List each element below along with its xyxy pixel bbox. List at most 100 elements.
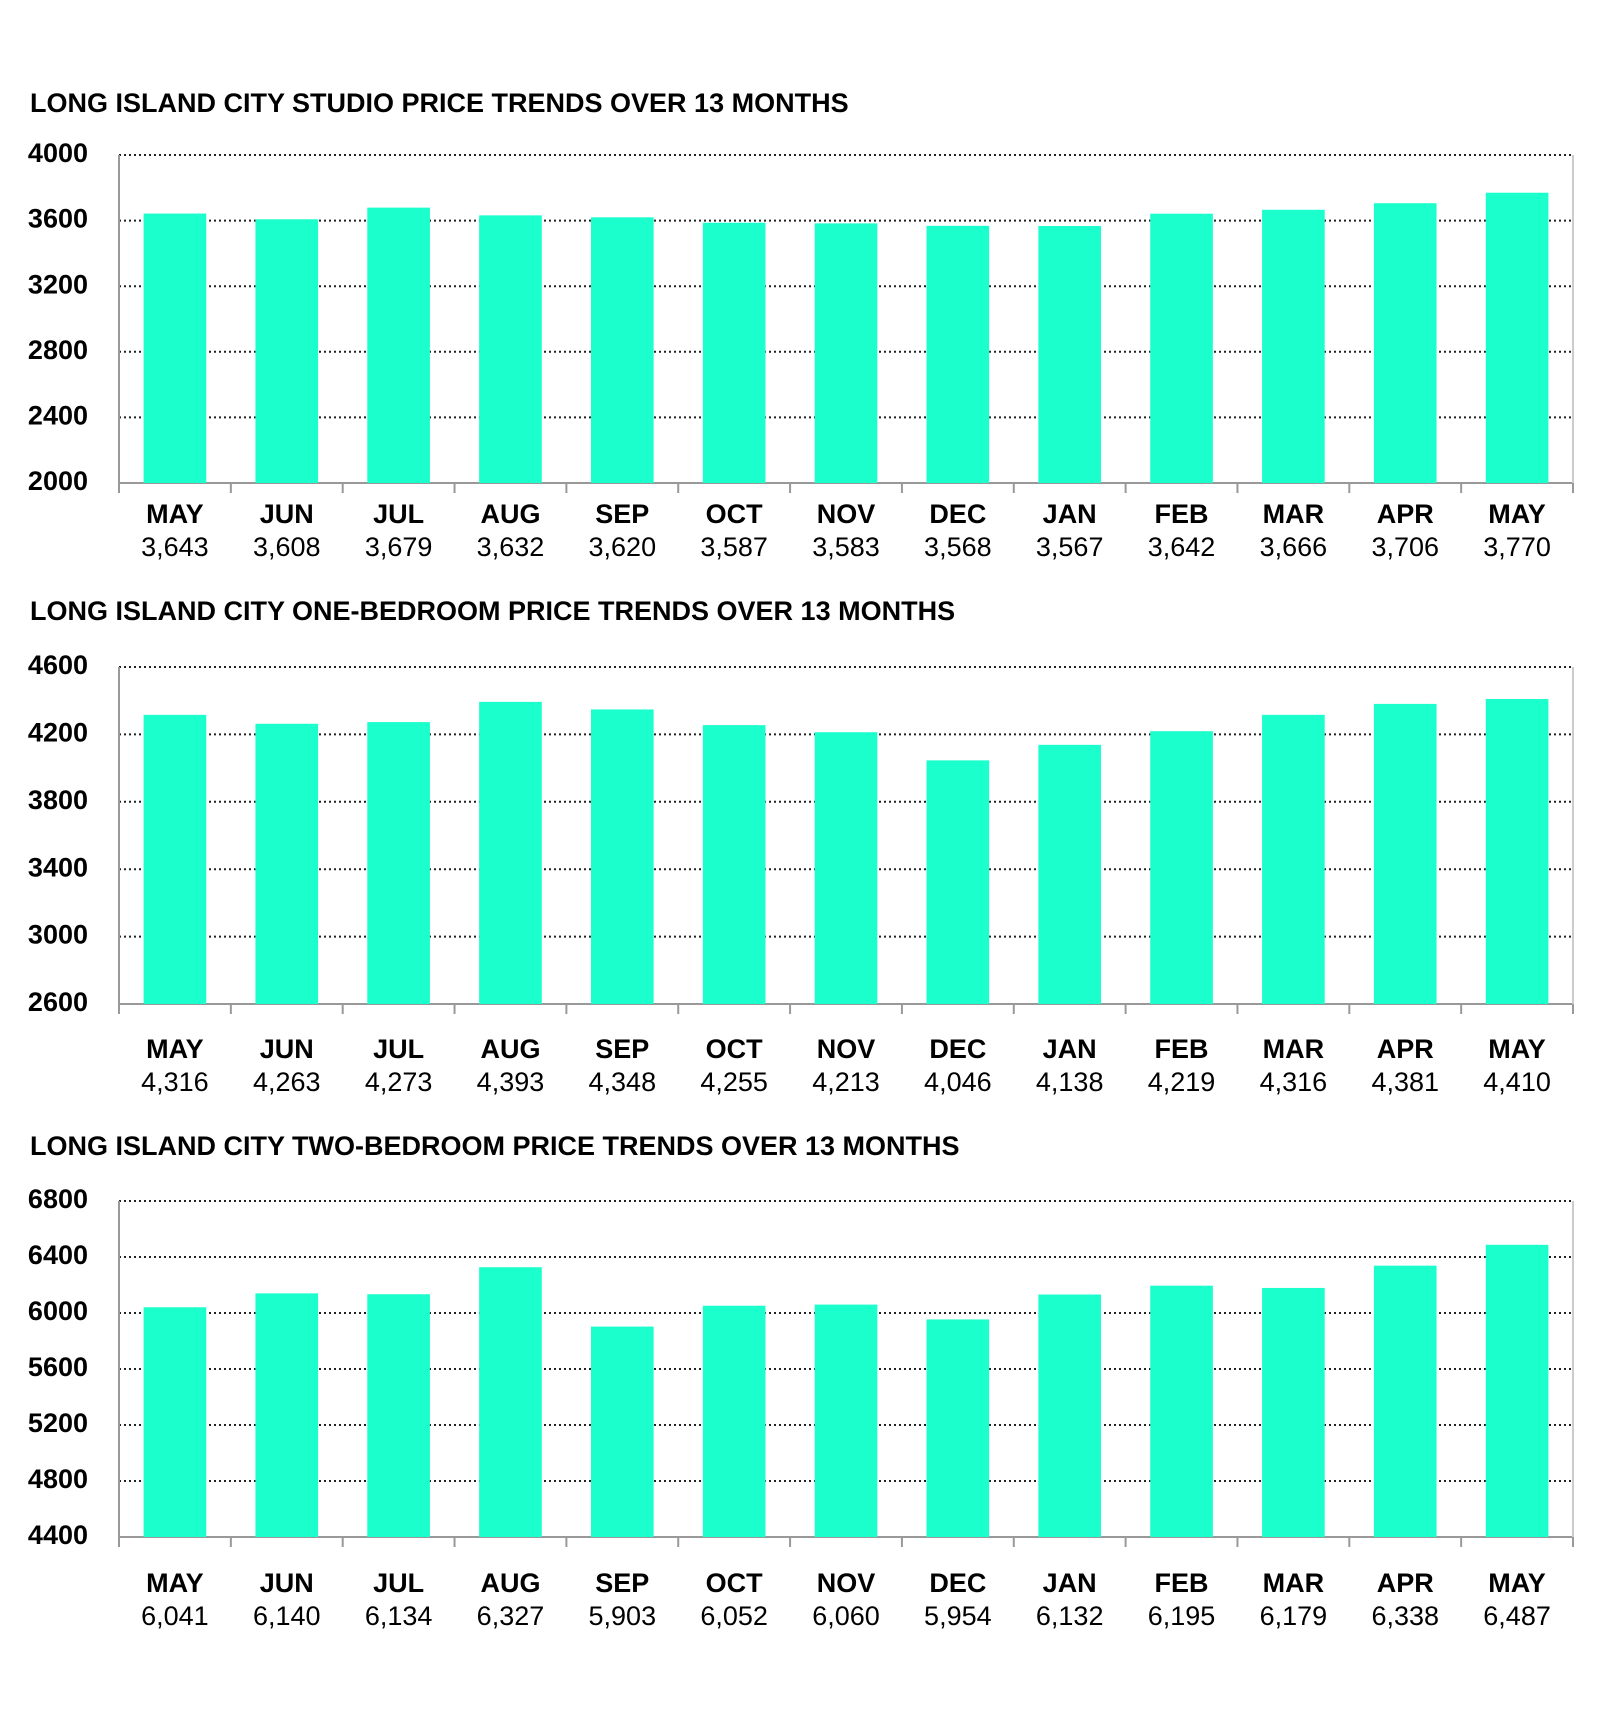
y-tick-label: 4400 xyxy=(28,1520,88,1550)
y-tick-label: 4200 xyxy=(28,718,88,748)
bar xyxy=(479,701,542,1004)
value-label: 3,643 xyxy=(141,532,209,562)
x-tick-label: OCT xyxy=(706,1034,764,1064)
value-label: 4,138 xyxy=(1036,1067,1104,1097)
bar xyxy=(479,215,542,484)
y-tick-label: 4000 xyxy=(28,138,88,168)
y-tick-label: 3000 xyxy=(28,920,88,950)
x-tick-label: SEP xyxy=(595,499,649,529)
y-tick-label: 4600 xyxy=(28,650,88,680)
x-tick-label: OCT xyxy=(706,1568,764,1598)
value-label: 6,179 xyxy=(1260,1601,1328,1631)
bar xyxy=(1038,226,1102,483)
value-label: 4,348 xyxy=(589,1067,657,1097)
bar xyxy=(479,1267,542,1537)
value-label: 3,666 xyxy=(1260,532,1328,562)
value-label: 4,410 xyxy=(1483,1067,1551,1097)
value-label: 4,219 xyxy=(1148,1067,1216,1097)
y-tick-label: 4800 xyxy=(28,1464,88,1494)
x-tick-label: JUN xyxy=(260,1568,314,1598)
x-tick-label: DEC xyxy=(929,1568,986,1598)
value-label: 3,568 xyxy=(924,532,992,562)
x-tick-label: AUG xyxy=(480,1034,540,1064)
value-label: 3,679 xyxy=(365,532,433,562)
bar xyxy=(367,722,430,1004)
chart-title: LONG ISLAND CITY STUDIO PRICE TRENDS OVE… xyxy=(30,88,849,118)
bar xyxy=(1485,699,1549,1004)
value-label: 6,052 xyxy=(700,1601,768,1631)
bar xyxy=(702,222,766,483)
bar xyxy=(143,1307,207,1537)
value-label: 3,583 xyxy=(812,532,880,562)
x-tick-label: SEP xyxy=(595,1034,649,1064)
y-tick-label: 5600 xyxy=(28,1352,88,1382)
value-label: 6,041 xyxy=(141,1601,209,1631)
x-tick-label: DEC xyxy=(929,1034,986,1064)
x-tick-label: MAY xyxy=(1488,499,1546,529)
value-label: 6,327 xyxy=(477,1601,545,1631)
bar xyxy=(814,223,878,483)
x-tick-label: JAN xyxy=(1043,499,1097,529)
x-tick-label: MAR xyxy=(1263,499,1325,529)
x-tick-label: JAN xyxy=(1043,1034,1097,1064)
y-tick-label: 6800 xyxy=(28,1184,88,1214)
bar xyxy=(1262,1287,1325,1537)
x-tick-label: FEB xyxy=(1155,1034,1209,1064)
value-label: 3,567 xyxy=(1036,532,1104,562)
bar xyxy=(1373,203,1437,483)
bar xyxy=(926,225,990,483)
y-tick-label: 3600 xyxy=(28,204,88,234)
bar xyxy=(702,1305,766,1537)
y-tick-label: 5200 xyxy=(28,1408,88,1438)
bar xyxy=(590,217,654,483)
value-label: 4,213 xyxy=(812,1067,880,1097)
x-tick-label: JUN xyxy=(260,499,314,529)
x-tick-label: SEP xyxy=(595,1568,649,1598)
x-tick-label: FEB xyxy=(1155,1568,1209,1598)
bar xyxy=(1038,744,1102,1004)
value-label: 6,195 xyxy=(1148,1601,1216,1631)
bar xyxy=(1373,703,1437,1004)
bar xyxy=(702,725,766,1004)
value-label: 5,954 xyxy=(924,1601,992,1631)
x-tick-label: JUN xyxy=(260,1034,314,1064)
bar xyxy=(1485,192,1549,483)
x-tick-label: APR xyxy=(1377,499,1434,529)
value-label: 4,255 xyxy=(700,1067,768,1097)
x-tick-label: DEC xyxy=(929,499,986,529)
x-tick-label: AUG xyxy=(480,499,540,529)
value-label: 6,060 xyxy=(812,1601,880,1631)
x-tick-label: JUL xyxy=(373,1568,424,1598)
x-tick-label: MAR xyxy=(1263,1034,1325,1064)
bar xyxy=(255,219,319,483)
bar xyxy=(926,1319,990,1537)
y-tick-label: 6000 xyxy=(28,1296,88,1326)
x-tick-label: NOV xyxy=(817,499,876,529)
y-tick-label: 6400 xyxy=(28,1240,88,1270)
x-tick-label: JUL xyxy=(373,1034,424,1064)
x-tick-label: NOV xyxy=(817,1034,876,1064)
y-tick-label: 2600 xyxy=(28,987,88,1017)
bar xyxy=(590,1326,654,1537)
bar xyxy=(590,709,654,1004)
value-label: 4,263 xyxy=(253,1067,321,1097)
bar xyxy=(1373,1265,1437,1537)
bar xyxy=(367,1294,430,1537)
bar xyxy=(1150,213,1213,483)
chart-title: LONG ISLAND CITY TWO-BEDROOM PRICE TREND… xyxy=(30,1131,960,1161)
bar xyxy=(143,213,207,483)
chart-title: LONG ISLAND CITY ONE-BEDROOM PRICE TREND… xyxy=(30,596,955,626)
bar xyxy=(1150,731,1213,1004)
x-tick-label: MAY xyxy=(1488,1034,1546,1064)
value-label: 3,706 xyxy=(1371,532,1439,562)
value-label: 4,316 xyxy=(1260,1067,1328,1097)
x-tick-label: MAY xyxy=(146,1568,204,1598)
x-tick-label: APR xyxy=(1377,1568,1434,1598)
y-tick-label: 3800 xyxy=(28,785,88,815)
y-tick-label: 3400 xyxy=(28,852,88,882)
value-label: 4,046 xyxy=(924,1067,992,1097)
value-label: 6,140 xyxy=(253,1601,321,1631)
value-label: 6,132 xyxy=(1036,1601,1104,1631)
x-tick-label: MAY xyxy=(146,1034,204,1064)
